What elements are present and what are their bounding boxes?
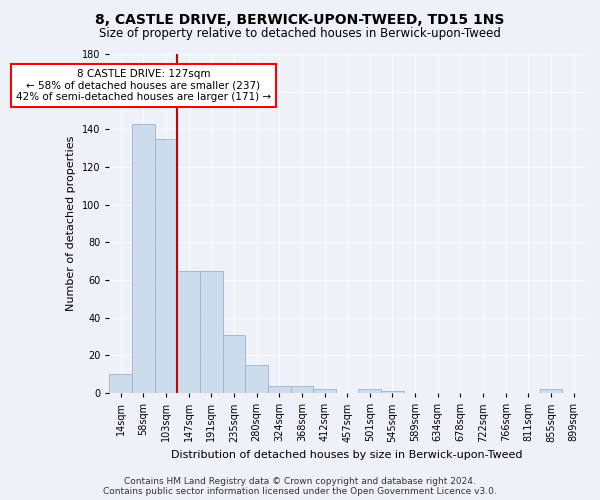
Y-axis label: Number of detached properties: Number of detached properties — [66, 136, 76, 312]
Bar — [223, 334, 245, 393]
Bar — [245, 365, 268, 393]
Text: Size of property relative to detached houses in Berwick-upon-Tweed: Size of property relative to detached ho… — [99, 28, 501, 40]
Bar — [358, 390, 381, 393]
Bar — [290, 386, 313, 393]
Bar — [177, 270, 200, 393]
Bar — [155, 139, 177, 393]
Text: 8, CASTLE DRIVE, BERWICK-UPON-TWEED, TD15 1NS: 8, CASTLE DRIVE, BERWICK-UPON-TWEED, TD1… — [95, 12, 505, 26]
Bar — [313, 390, 336, 393]
Bar — [109, 374, 132, 393]
Bar — [381, 392, 404, 393]
Bar — [268, 386, 290, 393]
Bar — [200, 270, 223, 393]
Text: Contains HM Land Registry data © Crown copyright and database right 2024.
Contai: Contains HM Land Registry data © Crown c… — [103, 476, 497, 496]
X-axis label: Distribution of detached houses by size in Berwick-upon-Tweed: Distribution of detached houses by size … — [172, 450, 523, 460]
Bar — [539, 390, 562, 393]
Text: 8 CASTLE DRIVE: 127sqm
← 58% of detached houses are smaller (237)
42% of semi-de: 8 CASTLE DRIVE: 127sqm ← 58% of detached… — [16, 69, 271, 102]
Bar — [132, 124, 155, 393]
